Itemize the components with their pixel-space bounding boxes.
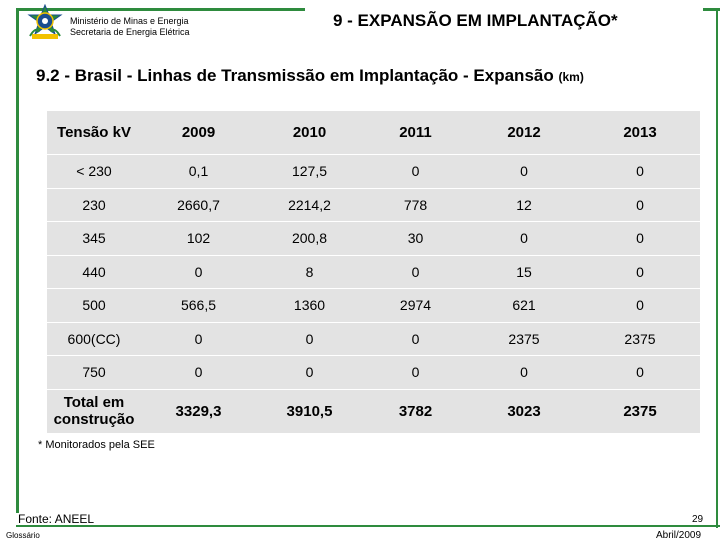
table-cell: 0 <box>468 355 580 389</box>
table-cell: 0,1 <box>141 154 256 188</box>
table-row: 600(CC) 0 0 0 2375 2375 <box>47 321 700 356</box>
total-cell: 3910,5 <box>256 388 363 433</box>
frame-bottom-line <box>16 525 720 527</box>
header-cell-2013: 2013 <box>580 110 700 155</box>
table-cell: 566,5 <box>141 288 256 322</box>
glossary-link[interactable]: Glossário <box>6 531 40 540</box>
table-cell: 0 <box>363 254 468 289</box>
coat-of-arms-icon <box>27 4 63 39</box>
table-cell: 2974 <box>363 288 468 322</box>
table-cell: 102 <box>141 221 256 255</box>
table-subtitle: 9.2 - Brasil - Linhas de Transmissão em … <box>36 66 584 86</box>
ministry-line-1: Ministério de Minas e Energia <box>70 16 189 26</box>
table-cell: 750 <box>47 355 141 389</box>
table-cell: 0 <box>580 254 700 289</box>
table-row: 440 0 8 0 15 0 <box>47 254 700 289</box>
frame-left-line <box>16 8 19 513</box>
table-cell: 621 <box>468 288 580 322</box>
table-cell: 2375 <box>580 321 700 356</box>
table-cell: 0 <box>256 321 363 356</box>
table-cell: 0 <box>468 221 580 255</box>
table-cell: 500 <box>47 288 141 322</box>
page-number: 29 <box>692 514 704 525</box>
table-cell: 0 <box>363 355 468 389</box>
table-cell: 0 <box>141 321 256 356</box>
source-note: Fonte: ANEEL <box>18 512 95 526</box>
table-cell: 0 <box>580 187 700 222</box>
table-cell: 0 <box>580 221 700 255</box>
table-row: 230 2660,7 2214,2 778 12 0 <box>47 187 700 222</box>
table-cell: 8 <box>256 254 363 289</box>
table-cell: 0 <box>363 321 468 356</box>
total-label: Total em construção <box>47 388 141 433</box>
table-header-row: Tensão kV 2009 2010 2011 2012 2013 <box>47 110 700 155</box>
subtitle-text: 9.2 - Brasil - Linhas de Transmissão em … <box>36 66 554 85</box>
table-cell: 30 <box>363 221 468 255</box>
table-row: < 230 0,1 127,5 0 0 0 <box>47 154 700 188</box>
header-cell-2012: 2012 <box>468 110 580 155</box>
total-cell: 3329,3 <box>141 388 256 433</box>
table-cell: 2375 <box>468 321 580 356</box>
frame-right-line <box>716 8 718 528</box>
footnote: * Monitorados pela SEE <box>38 439 155 451</box>
header-cell-2009: 2009 <box>141 110 256 155</box>
table-total-row: Total em construção 3329,3 3910,5 3782 3… <box>47 388 700 433</box>
table-cell: 440 <box>47 254 141 289</box>
slide-title: 9 - EXPANSÃO EM IMPLANTAÇÃO* <box>305 2 703 40</box>
table-cell: 0 <box>468 154 580 188</box>
table-cell: 127,5 <box>256 154 363 188</box>
table-row: 345 102 200,8 30 0 0 <box>47 221 700 255</box>
table-cell: 0 <box>580 154 700 188</box>
header-cell-2010: 2010 <box>256 110 363 155</box>
table-cell: 0 <box>141 254 256 289</box>
table-cell: 12 <box>468 187 580 222</box>
total-cell: 3782 <box>363 388 468 433</box>
table-cell: 15 <box>468 254 580 289</box>
table-cell: 778 <box>363 187 468 222</box>
table-cell: 345 <box>47 221 141 255</box>
table-row: 500 566,5 1360 2974 621 0 <box>47 288 700 322</box>
table-cell: 600(CC) <box>47 321 141 356</box>
table-cell: 1360 <box>256 288 363 322</box>
header-cell-voltage: Tensão kV <box>47 110 141 155</box>
table-cell: 0 <box>256 355 363 389</box>
table-cell: 0 <box>580 288 700 322</box>
table-cell: 230 <box>47 187 141 222</box>
table-cell: 0 <box>141 355 256 389</box>
table-cell: 2660,7 <box>141 187 256 222</box>
table-cell: 2214,2 <box>256 187 363 222</box>
table-cell: 0 <box>580 355 700 389</box>
ministry-name: Ministério de Minas e Energia Secretaria… <box>70 16 190 38</box>
header-cell-2011: 2011 <box>363 110 468 155</box>
total-cell: 3023 <box>468 388 580 433</box>
table-cell: < 230 <box>47 154 141 188</box>
table-row: 750 0 0 0 0 0 <box>47 355 700 389</box>
total-cell: 2375 <box>580 388 700 433</box>
date-label: Abril/2009 <box>656 530 702 541</box>
ministry-line-2: Secretaria de Energia Elétrica <box>70 27 190 37</box>
table-cell: 200,8 <box>256 221 363 255</box>
transmission-lines-table: Tensão kV 2009 2010 2011 2012 2013 < 230… <box>47 110 700 433</box>
subtitle-unit: (km) <box>558 70 584 84</box>
table-cell: 0 <box>363 154 468 188</box>
